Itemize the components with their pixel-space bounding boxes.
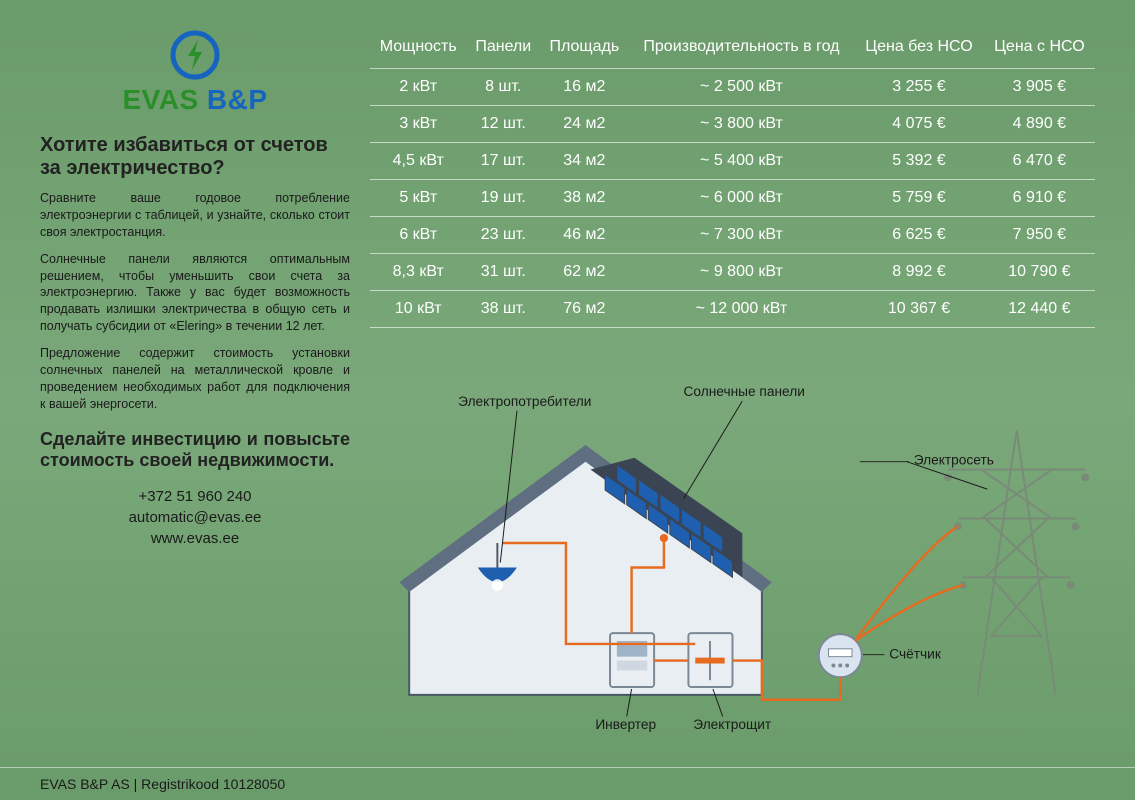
intro-paragraph-3: Предложение содержит стоимость установки…	[40, 345, 350, 413]
table-cell: 8 шт.	[466, 69, 540, 106]
table-cell: 76 м2	[540, 291, 629, 328]
table-cell: ~ 5 400 кВт	[629, 143, 855, 180]
table-cell: 12 шт.	[466, 106, 540, 143]
table-cell: 6 470 €	[984, 143, 1095, 180]
table-cell: 17 шт.	[466, 143, 540, 180]
contact-website: www.evas.ee	[40, 528, 350, 549]
label-inverter: Инвертер	[595, 718, 656, 733]
table-cell: 5 759 €	[854, 180, 984, 217]
label-grid: Электросеть	[914, 453, 994, 468]
table-cell: 6 кВт	[370, 217, 466, 254]
table-row: 6 кВт23 шт.46 м2~ 7 300 кВт6 625 €7 950 …	[370, 217, 1095, 254]
logo-block: EVAS B&P	[40, 30, 350, 116]
table-cell: 5 392 €	[854, 143, 984, 180]
table-cell: 6 910 €	[984, 180, 1095, 217]
footer-text: EVAS B&P AS | Registrikood 10128050	[40, 776, 285, 792]
table-row: 10 кВт38 шт.76 м2~ 12 000 кВт10 367 €12 …	[370, 291, 1095, 328]
table-cell: 10 367 €	[854, 291, 984, 328]
brand-name-post: B&P	[207, 84, 268, 115]
table-cell: 10 кВт	[370, 291, 466, 328]
table-row: 2 кВт8 шт.16 м2~ 2 500 кВт3 255 €3 905 €	[370, 69, 1095, 106]
table-cell: 10 790 €	[984, 254, 1095, 291]
table-col-0: Мощность	[370, 30, 466, 69]
table-cell: 3 кВт	[370, 106, 466, 143]
brand-logo-icon	[170, 30, 220, 80]
brand-name-pre: EVAS	[122, 84, 206, 115]
table-col-3: Производительность в год	[629, 30, 855, 69]
table-cell: 8 992 €	[854, 254, 984, 291]
table-col-2: Площадь	[540, 30, 629, 69]
contact-email: automatic@evas.ee	[40, 507, 350, 528]
brand-name: EVAS B&P	[40, 84, 350, 116]
table-cell: 46 м2	[540, 217, 629, 254]
footer: EVAS B&P AS | Registrikood 10128050	[0, 767, 1135, 800]
table-row: 3 кВт12 шт.24 м2~ 3 800 кВт4 075 €4 890 …	[370, 106, 1095, 143]
table-cell: ~ 9 800 кВт	[629, 254, 855, 291]
table-row: 8,3 кВт31 шт.62 м2~ 9 800 кВт8 992 €10 7…	[370, 254, 1095, 291]
table-cell: 8,3 кВт	[370, 254, 466, 291]
table-body: 2 кВт8 шт.16 м2~ 2 500 кВт3 255 €3 905 €…	[370, 69, 1095, 328]
table-cell: 6 625 €	[854, 217, 984, 254]
table-cell: ~ 3 800 кВт	[629, 106, 855, 143]
table-cell: 23 шт.	[466, 217, 540, 254]
table-cell: 12 440 €	[984, 291, 1095, 328]
table-cell: ~ 12 000 кВт	[629, 291, 855, 328]
system-diagram: Электропотребители Солнечные панели Элек…	[370, 346, 1095, 760]
table-cell: 31 шт.	[466, 254, 540, 291]
table-cell: 16 м2	[540, 69, 629, 106]
cta-heading: Сделайте инвестицию и повысьте стоимость…	[40, 429, 350, 472]
pylon-icon	[945, 431, 1088, 696]
table-cell: 34 м2	[540, 143, 629, 180]
table-cell: 24 м2	[540, 106, 629, 143]
right-column: МощностьПанелиПлощадьПроизводительность …	[370, 30, 1095, 760]
contact-phone: +372 51 960 240	[40, 486, 350, 507]
diagram-svg: Электропотребители Солнечные панели Элек…	[370, 346, 1095, 760]
inverter-icon	[610, 634, 654, 688]
intro-paragraph-2: Солнечные панели являются оптимальным ре…	[40, 251, 350, 335]
table-cell: 4 075 €	[854, 106, 984, 143]
table-cell: 4 890 €	[984, 106, 1095, 143]
table-cell: 7 950 €	[984, 217, 1095, 254]
table-row: 5 кВт19 шт.38 м2~ 6 000 кВт5 759 €6 910 …	[370, 180, 1095, 217]
intro-paragraph-1: Сравните ваше годовое потребление электр…	[40, 190, 350, 241]
table-cell: ~ 7 300 кВт	[629, 217, 855, 254]
table-cell: 38 шт.	[466, 291, 540, 328]
main-heading: Хотите избавиться от счетов за электриче…	[40, 134, 350, 180]
label-meter: Счётчик	[889, 647, 942, 662]
table-cell: 62 м2	[540, 254, 629, 291]
table-col-5: Цена с НСО	[984, 30, 1095, 69]
table-cell: 38 м2	[540, 180, 629, 217]
table-cell: ~ 2 500 кВт	[629, 69, 855, 106]
table-cell: ~ 6 000 кВт	[629, 180, 855, 217]
table-cell: 3 255 €	[854, 69, 984, 106]
table-cell: 3 905 €	[984, 69, 1095, 106]
table-col-1: Панели	[466, 30, 540, 69]
table-cell: 19 шт.	[466, 180, 540, 217]
table-header: МощностьПанелиПлощадьПроизводительность …	[370, 30, 1095, 69]
table-row: 4,5 кВт17 шт.34 м2~ 5 400 кВт5 392 €6 47…	[370, 143, 1095, 180]
table-cell: 5 кВт	[370, 180, 466, 217]
left-column: EVAS B&P Хотите избавиться от счетов за …	[40, 30, 350, 760]
label-consumers: Электропотребители	[458, 394, 591, 409]
label-panelboard: Электрощит	[693, 718, 772, 733]
label-panels: Солнечные панели	[684, 384, 805, 399]
pricing-table: МощностьПанелиПлощадьПроизводительность …	[370, 30, 1095, 328]
contact-block: +372 51 960 240 automatic@evas.ee www.ev…	[40, 486, 350, 549]
table-cell: 2 кВт	[370, 69, 466, 106]
table-col-4: Цена без НСО	[854, 30, 984, 69]
panelboard-icon	[688, 634, 732, 688]
table-cell: 4,5 кВт	[370, 143, 466, 180]
